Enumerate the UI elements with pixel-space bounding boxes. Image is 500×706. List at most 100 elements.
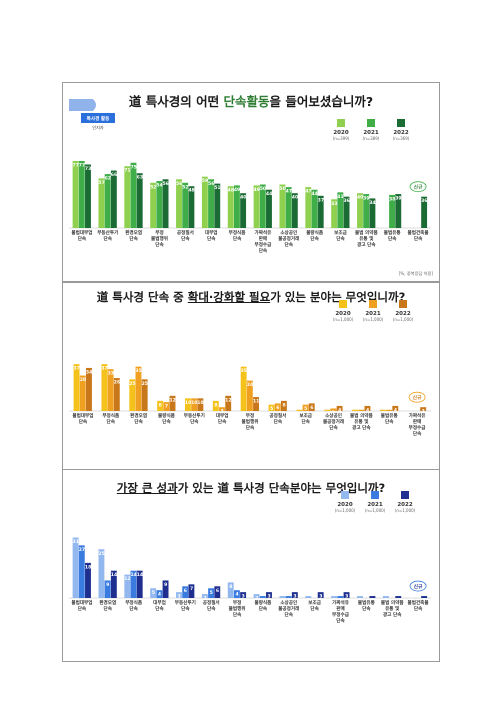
bar-2022 (395, 596, 402, 598)
bar-value-label: 1 (326, 411, 329, 417)
legend-n: (n=1,000) (393, 317, 414, 322)
category-label: 가짜석유 (332, 599, 350, 606)
bar-value-label: 56 (162, 181, 168, 187)
category-label: 불법유통 (384, 229, 402, 236)
bar-value-label: 31 (73, 539, 79, 545)
bar-value-label: 14 (130, 572, 136, 578)
bar-2020 (279, 596, 286, 598)
bar-value-label: 3 (345, 594, 348, 600)
bar-value-label: 59 (202, 178, 208, 184)
legend-n: (n=1,000) (365, 508, 386, 513)
category-label: 단속 (414, 605, 423, 612)
bar-value-label: 39 (395, 196, 401, 202)
bar-2021 (182, 182, 189, 228)
bar-2022 (336, 405, 343, 411)
category-label: 단속 (414, 235, 423, 242)
bar-value-label: 4 (158, 592, 161, 598)
bar-value-label: 1 (371, 598, 374, 604)
bar-value-label: 49 (254, 187, 260, 193)
category-label: 단속 (79, 418, 88, 425)
bar-value-label: 48 (228, 188, 234, 194)
bar-value-label: 1 (354, 411, 357, 417)
bar-value-label: 12 (169, 397, 175, 403)
bar-value-label: 6 (310, 405, 313, 411)
legend-n: (n=1,000) (333, 317, 354, 322)
title-prefix: 道 특사경의 어떤 (128, 94, 224, 109)
category-label: 불공정거래 (278, 605, 299, 612)
bar-2022 (317, 195, 324, 228)
legend-year: 2022 (397, 502, 412, 508)
bar-value-label: 75 (130, 164, 136, 170)
bar-2020 (72, 161, 79, 228)
chart-title: 가장 큰 성과가 있는 道 특사경 단속분야는 무엇입니까? (63, 480, 439, 496)
category-label: 불법대부업 (72, 412, 93, 419)
category-label: 단속 (285, 241, 294, 248)
bar-value-label: 34 (86, 369, 92, 375)
legend-year: 2020 (335, 311, 350, 317)
legend-year: 2020 (333, 130, 348, 136)
bar-2020 (98, 549, 105, 598)
new-tag-label: 신규 (413, 394, 422, 401)
legend-swatch (401, 491, 409, 499)
new-tag-bubble (409, 580, 427, 592)
category-label: 보조금 (299, 412, 312, 419)
bar-value-label: 40 (357, 195, 363, 201)
bar-value-label: 2 (255, 596, 258, 602)
bar-2022 (343, 592, 350, 598)
category-label: 단속 (129, 235, 138, 242)
category-label: 단속 (190, 418, 199, 425)
bar-2022 (280, 400, 287, 411)
category-label: 단속 (259, 247, 268, 254)
bar-2020 (296, 409, 303, 411)
bar-value-label: 10 (191, 400, 197, 406)
bar-value-label: 7 (190, 586, 193, 592)
bar-2021 (107, 369, 114, 411)
bar-value-label: 57 (98, 180, 104, 186)
bar-2021 (337, 596, 344, 598)
category-label: 단속 (301, 418, 310, 425)
bar-value-label: 8 (229, 584, 232, 590)
bar-value-label: 3 (293, 594, 296, 600)
bar-2022 (110, 170, 117, 228)
bar-value-label: 28 (80, 377, 86, 383)
bar-value-label: 1 (287, 598, 290, 604)
bar-value-label: 1 (360, 411, 363, 417)
category-label: 보조금 (308, 599, 321, 606)
category-label: 부정식품 (102, 412, 120, 419)
bar-value-label: 5 (304, 406, 307, 412)
category-label: 불법 의약품 (355, 229, 379, 236)
bar-2021 (285, 187, 292, 228)
bar-value-label: 8 (214, 402, 217, 408)
category-label: 불량식품 (254, 599, 272, 606)
bar-value-label: 37 (318, 197, 324, 203)
category-label: 단속 (362, 605, 371, 612)
bar-value-label: 8 (282, 402, 285, 408)
bar-2021 (130, 162, 137, 228)
bar-value-label: 1 (281, 598, 284, 604)
bar-2022 (308, 403, 315, 411)
chart-title: 道 특사경의 어떤 단속활동을 들어보셨습니까? (63, 91, 439, 110)
category-label: 단속 (78, 235, 87, 242)
legend-year: 2021 (363, 130, 378, 136)
bar-value-label: 38 (389, 196, 395, 202)
title-highlight: 확대·강화할 필요 (187, 290, 271, 304)
category-label: 불법행위 (151, 235, 168, 242)
legend-year: 2022 (395, 311, 410, 317)
category-label: 단속 (181, 605, 190, 612)
category-label: 단속 (104, 605, 113, 612)
bar-2020 (176, 592, 182, 598)
badge-shape (69, 99, 96, 111)
category-label: 불법행위 (229, 605, 246, 612)
bar-2022 (197, 398, 204, 411)
category-label: 환경오염 (130, 412, 147, 419)
new-tag-bubble (408, 391, 426, 403)
category-label: 부동산투기 (97, 229, 118, 236)
bar-value-label: 10 (185, 400, 191, 406)
bar-value-label: 5 (270, 406, 273, 412)
bar-value-label: 63 (137, 175, 143, 181)
category-label: 단속 (155, 241, 164, 248)
bar-2021 (386, 409, 393, 411)
bar-value-label: 27 (79, 547, 85, 553)
bar-value-label: 1 (298, 411, 301, 417)
category-label: 단속 (310, 235, 319, 242)
